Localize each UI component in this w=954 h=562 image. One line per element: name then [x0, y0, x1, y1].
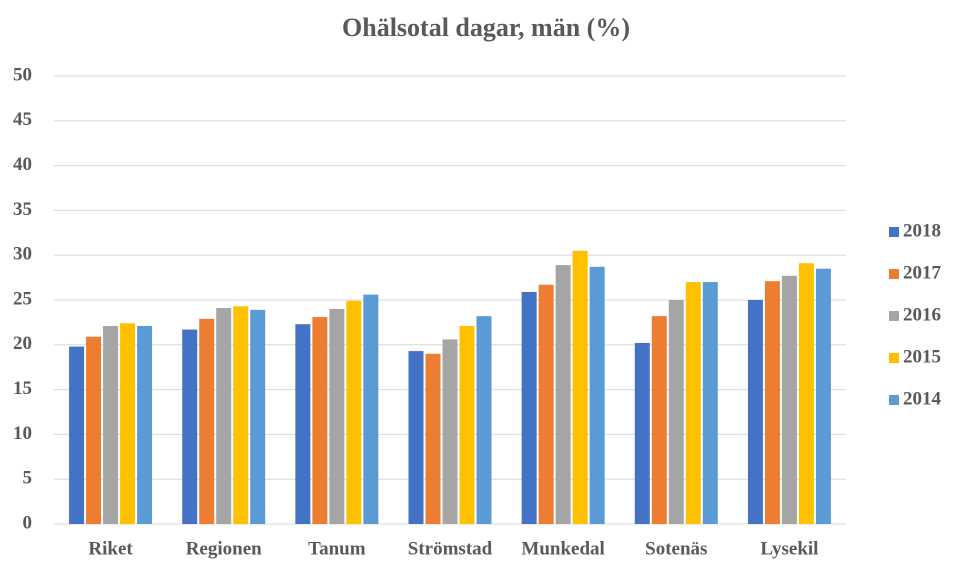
bar: [295, 324, 311, 524]
bar: [555, 265, 571, 524]
bar: [312, 317, 328, 524]
bar: [589, 266, 605, 524]
bar: [250, 309, 266, 524]
bar: [538, 284, 554, 524]
y-tick-label: 30: [13, 244, 32, 265]
bar: [572, 250, 588, 524]
bar: [329, 308, 345, 524]
y-tick-label: 40: [13, 154, 32, 175]
bar: [69, 346, 85, 524]
y-tick-label: 25: [13, 288, 32, 309]
x-tick-label: Sotenäs: [645, 538, 707, 559]
bar: [668, 300, 684, 524]
x-tick-label: Lysekil: [760, 538, 818, 559]
bar: [781, 275, 797, 524]
bar: [685, 282, 701, 524]
y-tick-label: 20: [13, 333, 32, 354]
bar: [346, 300, 362, 524]
legend-label: 2016: [903, 304, 941, 325]
y-tick-label: 10: [13, 423, 32, 444]
legend-label: 2017: [903, 262, 942, 283]
bar: [425, 353, 441, 524]
bar: [702, 282, 718, 524]
bar: [182, 329, 198, 524]
legend-swatch: [889, 227, 899, 237]
y-tick-label: 45: [13, 109, 32, 130]
x-tick-label: Munkedal: [521, 538, 604, 559]
legend-swatch: [889, 353, 899, 363]
bar: [634, 343, 650, 524]
y-tick-label: 0: [23, 512, 33, 533]
bar: [459, 325, 475, 524]
bar: [521, 291, 537, 524]
y-tick-label: 50: [13, 64, 32, 85]
x-tick-label: Strömstad: [408, 538, 493, 559]
chart-title: Ohälsotal dagar, män (%): [342, 13, 630, 42]
bar: [363, 294, 379, 524]
bar: [137, 325, 153, 524]
y-tick-label: 35: [13, 199, 32, 220]
legend-swatch: [889, 311, 899, 321]
bar: [747, 300, 763, 524]
bar: [199, 318, 215, 524]
legend-label: 2015: [903, 346, 941, 367]
bar: [103, 325, 119, 524]
bar: [216, 308, 232, 524]
legend-swatch: [889, 395, 899, 405]
bar: [120, 323, 136, 524]
y-tick-label: 15: [13, 378, 32, 399]
x-tick-label: Tanum: [308, 538, 366, 559]
bar: [798, 263, 814, 524]
bar: [815, 268, 831, 524]
x-tick-label: Regionen: [186, 538, 262, 559]
bar: [408, 351, 424, 524]
bar: [764, 281, 780, 524]
legend-label: 2014: [903, 388, 942, 409]
bar: [651, 316, 667, 524]
x-tick-label: Riket: [88, 538, 133, 559]
legend-swatch: [889, 269, 899, 279]
legend-label: 2018: [903, 220, 941, 241]
bar: [442, 339, 458, 524]
y-tick-label: 5: [23, 468, 33, 489]
bar: [233, 306, 249, 524]
bar: [476, 316, 492, 524]
bar: [86, 336, 102, 524]
